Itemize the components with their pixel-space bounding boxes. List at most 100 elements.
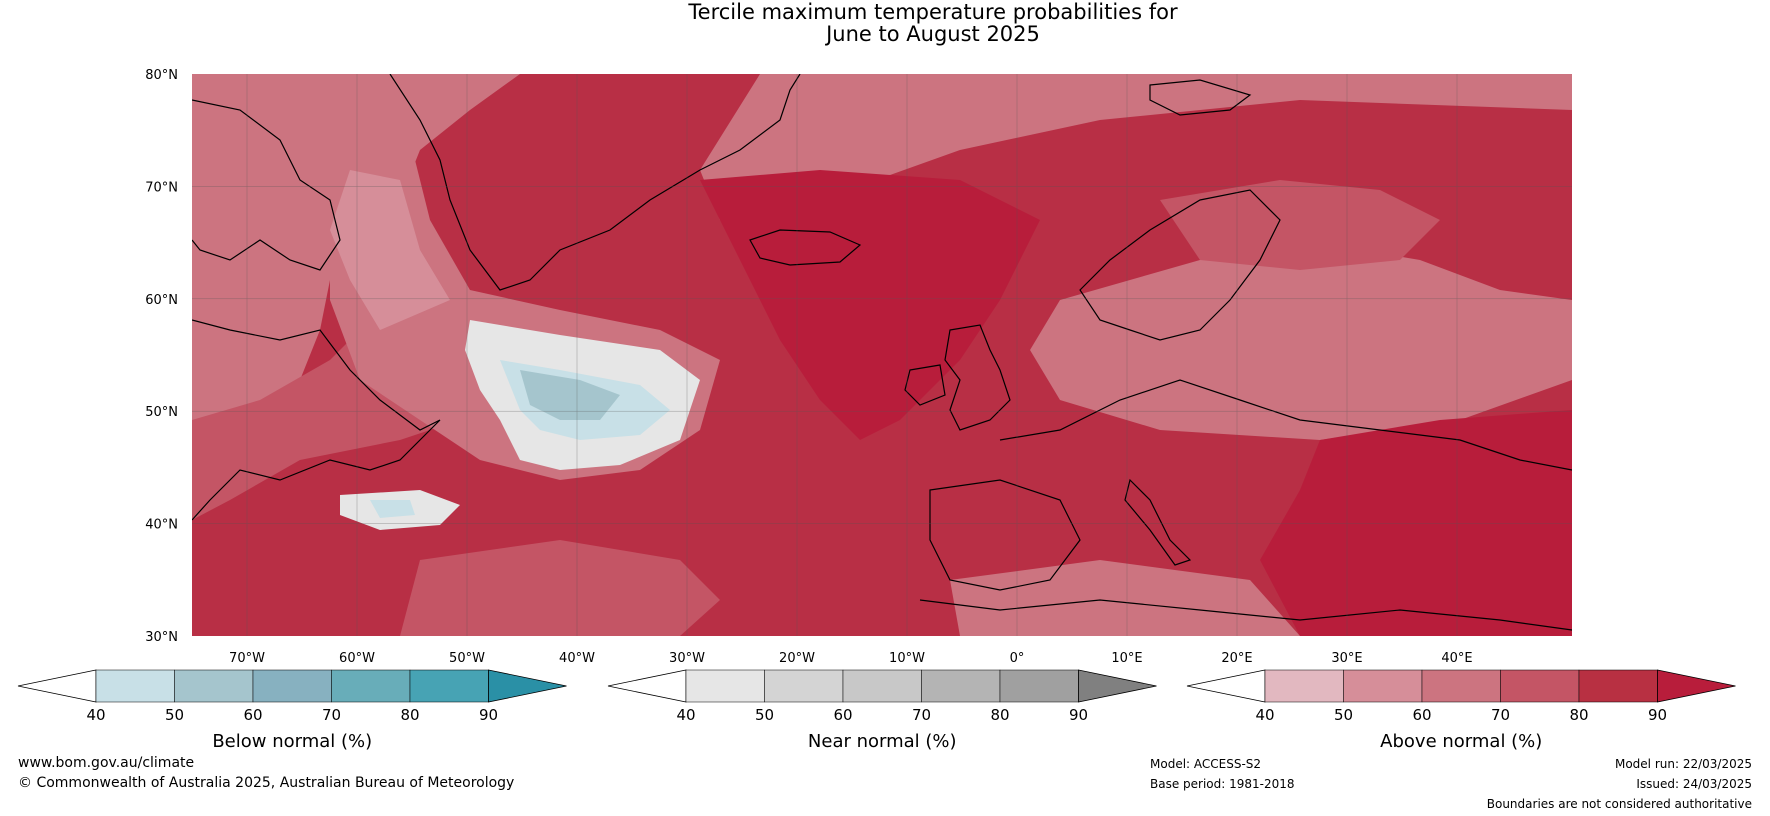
- baffin-coastline: [192, 99, 341, 271]
- lon-tick-label: 30°W: [669, 651, 705, 666]
- colorbar-segment: [252, 669, 332, 703]
- lat-tick-label: 70°N: [145, 180, 178, 195]
- lon-tick-label: 10°E: [1111, 651, 1142, 666]
- colorbar-segment: [1343, 669, 1423, 703]
- copyright-text: © Commonwealth of Australia 2025, Austra…: [18, 775, 515, 791]
- lat-tick-label: 50°N: [145, 405, 178, 420]
- colorbar-label: Near normal (%): [808, 731, 957, 752]
- iberia-coastline: [929, 479, 1081, 591]
- field-60-70: [700, 74, 1572, 220]
- field-60-70: [192, 74, 520, 440]
- lon-tick-label: 20°W: [779, 651, 815, 666]
- colorbars: 40 50 60 70 80 90 Below normal (%) 40 50 60 70 80 90…: [17, 669, 1736, 752]
- colorbar-segment: [1264, 669, 1344, 703]
- colorbar-tick-label: 50: [755, 706, 774, 724]
- colorbar-max-extend: [488, 669, 567, 703]
- greenland-coastline: [389, 74, 801, 291]
- norway-coastline: [1079, 189, 1281, 341]
- colorbar-segment: [174, 669, 254, 703]
- field-below-normal-50-60: [520, 370, 620, 420]
- lon-tick-label: 70°W: [229, 651, 265, 666]
- chart-title-line2: June to August 2025: [826, 22, 1040, 46]
- colorbar-segment: [409, 669, 489, 703]
- field-60-70: [1030, 240, 1572, 440]
- lon-tick-label: 50°W: [449, 651, 485, 666]
- colorbar-segment: [1421, 669, 1501, 703]
- colorbar-segment: [921, 669, 1001, 703]
- field-above-90: [1260, 410, 1572, 636]
- colorbar-segment: [95, 669, 175, 703]
- website-link[interactable]: www.bom.gov.au/climate: [18, 755, 195, 771]
- model-name: Model: ACCESS-S2: [1150, 757, 1262, 771]
- lon-tick-label: 30°E: [1331, 651, 1362, 666]
- lon-tick-label: 20°E: [1221, 651, 1252, 666]
- colorbar-tick-label: 50: [165, 706, 184, 724]
- latitude-labels: 80°N 70°N 60°N 50°N 40°N 30°N: [145, 68, 178, 645]
- colorbar-tick-label: 70: [322, 706, 341, 724]
- colorbar: 40 50 60 70 80 90 Near normal (%): [607, 669, 1157, 752]
- colorbar: 40 50 60 70 80 90 Above normal (%): [1186, 669, 1736, 752]
- labrador-coastline: [192, 319, 441, 521]
- colorbar: 40 50 60 70 80 90 Below normal (%): [17, 669, 567, 752]
- longitude-labels: 70°W 60°W 50°W 40°W 30°W 20°W 10°W 0° 10°E 20°E 30…: [229, 651, 1473, 666]
- colorbar-tick-label: 90: [1069, 706, 1088, 724]
- colorbar-label: Below normal (%): [212, 731, 372, 752]
- colorbar-segment: [331, 669, 411, 703]
- colorbar-segment: [764, 669, 844, 703]
- colorbar-max-extend: [1657, 669, 1736, 703]
- colorbar-segment: [1578, 669, 1658, 703]
- europe-coastline: [999, 379, 1572, 471]
- lon-tick-label: 10°W: [889, 651, 925, 666]
- colorbar-segment: [685, 669, 765, 703]
- gridlines: [192, 74, 1572, 636]
- colorbar-tick-label: 70: [912, 706, 931, 724]
- colorbar-label: Above normal (%): [1380, 731, 1542, 752]
- boundaries-disclaimer: Boundaries are not considered authoritat…: [1486, 797, 1752, 811]
- colorbar-segment: [1500, 669, 1580, 703]
- colorbar-tick-label: 90: [1648, 706, 1667, 724]
- colorbar-tick-label: 60: [243, 706, 262, 724]
- field-below-normal-40-50: [370, 500, 415, 518]
- model-run-date: Model run: 22/03/2025: [1614, 757, 1752, 771]
- issued-date: Issued: 24/03/2025: [1636, 777, 1752, 791]
- north-africa-coastline: [919, 599, 1572, 631]
- map-area: [192, 74, 1572, 636]
- colorbar-tick-label: 70: [1491, 706, 1510, 724]
- colorbar-tick-label: 40: [86, 706, 105, 724]
- field-above-90: [700, 170, 1040, 440]
- field-50-60: [330, 170, 450, 330]
- colorbar-segment: [842, 669, 922, 703]
- colorbar-segment: [999, 669, 1079, 703]
- colorbar-tick-label: 60: [1412, 706, 1431, 724]
- italy-coastline: [1124, 478, 1192, 566]
- colorbar-tick-label: 50: [1334, 706, 1353, 724]
- lat-tick-label: 40°N: [145, 518, 178, 533]
- colorbar-tick-label: 40: [676, 706, 695, 724]
- colorbar-tick-label: 90: [479, 706, 498, 724]
- colorbar-tick-label: 80: [1569, 706, 1588, 724]
- base-period: Base period: 1981-2018: [1150, 777, 1295, 791]
- probability-fields: [192, 74, 1572, 636]
- coastlines: [192, 74, 1572, 631]
- chart-title-line1: Tercile maximum temperature probabilitie…: [688, 0, 1178, 24]
- colorbar-tick-label: 40: [1255, 706, 1274, 724]
- iceland-coastline: [749, 229, 862, 266]
- field-70-80: [1160, 180, 1440, 270]
- lon-tick-label: 40°W: [559, 651, 595, 666]
- svalbard-coastline: [1149, 79, 1252, 116]
- colorbar-min-extend: [17, 669, 97, 703]
- lat-tick-label: 60°N: [145, 293, 178, 308]
- field-70-80: [400, 540, 720, 636]
- lon-tick-label: 0°: [1010, 651, 1025, 666]
- uk-coastline: [944, 324, 1011, 431]
- lat-tick-label: 30°N: [145, 630, 178, 645]
- lon-tick-label: 40°E: [1441, 651, 1472, 666]
- lat-tick-label: 80°N: [145, 68, 178, 83]
- lon-tick-label: 60°W: [339, 651, 375, 666]
- colorbar-min-extend: [607, 669, 687, 703]
- colorbar-max-extend: [1078, 669, 1157, 703]
- colorbar-tick-label: 60: [833, 706, 852, 724]
- colorbar-min-extend: [1186, 669, 1266, 703]
- field-60-70: [950, 560, 1300, 636]
